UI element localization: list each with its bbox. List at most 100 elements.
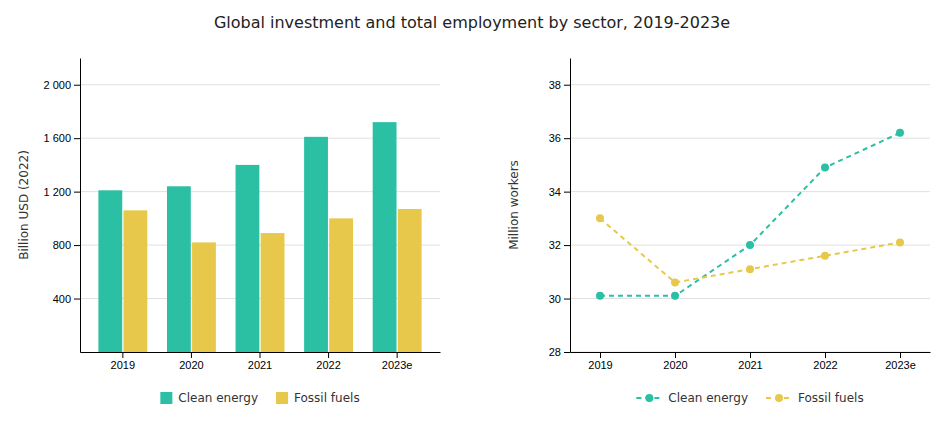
- panel: 28303234363820192020202120222023eMillion…: [507, 59, 931, 406]
- tick-label: 2019: [588, 359, 612, 371]
- tick-mark: [74, 85, 80, 86]
- legend-label: Fossil fuels: [294, 391, 360, 405]
- tick: 2022: [813, 352, 837, 371]
- grid-line: [80, 84, 440, 85]
- point: [596, 214, 604, 222]
- tick-label: 2021: [738, 359, 762, 371]
- tick: 2 000: [43, 79, 80, 91]
- tick-label: 36: [549, 132, 561, 144]
- tick-label: 30: [549, 293, 561, 305]
- figure: Global investment and total employment b…: [0, 0, 944, 447]
- bar: [329, 218, 353, 352]
- y-axis: 28 30 32 34 36 38: [549, 59, 571, 359]
- legend: Clean energy Fossil fuels: [160, 391, 359, 405]
- point: [821, 252, 829, 260]
- tick: 2021: [248, 352, 272, 371]
- point: [746, 241, 754, 249]
- tick: 2022: [316, 352, 340, 371]
- tick: 1 200: [43, 186, 80, 198]
- tick: 38: [549, 79, 570, 91]
- tick-mark: [74, 138, 80, 139]
- tick-mark: [900, 352, 901, 358]
- legend-label: Clean energy: [178, 391, 258, 405]
- point: [896, 129, 904, 137]
- tick-label: 38: [549, 79, 561, 91]
- tick-label: 2022: [316, 359, 340, 371]
- tick: 800: [53, 239, 80, 251]
- grid-line: [570, 138, 930, 139]
- bar-series: [123, 209, 421, 352]
- tick-label: 2019: [111, 359, 135, 371]
- legend-swatch: [276, 392, 288, 404]
- bar: [98, 190, 122, 352]
- legend: Clean energy Fossil fuels: [636, 391, 863, 405]
- tick-mark: [74, 299, 80, 300]
- legend-swatch: [160, 392, 172, 404]
- tick-mark: [564, 85, 570, 86]
- tick-mark: [750, 352, 751, 358]
- grid-line: [570, 84, 930, 85]
- axis-line: [570, 59, 571, 353]
- line: [600, 133, 900, 296]
- point: [596, 292, 604, 300]
- grid: [570, 85, 930, 352]
- tick-mark: [825, 352, 826, 358]
- tick-mark: [564, 192, 570, 193]
- tick: 2019: [111, 352, 135, 371]
- plot-area: [98, 122, 421, 352]
- tick-mark: [260, 352, 261, 358]
- bar: [398, 209, 422, 352]
- tick-mark: [74, 245, 80, 246]
- bar: [304, 137, 328, 352]
- tick-mark: [564, 352, 570, 353]
- panel: 400 800 1 200 1 600 2 000 2019 2020 2021 2022 202…: [17, 59, 441, 406]
- grid-line: [570, 298, 930, 299]
- x-axis: 2019 2020 2021 2022 2023e: [81, 352, 441, 371]
- legend-label: Clean energy: [668, 391, 748, 405]
- tick: 36: [549, 132, 570, 144]
- legend-item: Clean energy: [160, 391, 258, 405]
- tick-mark: [600, 352, 601, 358]
- tick: 32: [549, 239, 570, 251]
- tick-label: 2023e: [382, 359, 413, 371]
- line-series: [596, 129, 904, 300]
- tick: 34: [549, 186, 570, 198]
- point: [671, 279, 679, 287]
- tick-mark: [328, 352, 329, 358]
- legend-item: Fossil fuels: [276, 391, 360, 405]
- title: Global investment and total employment b…: [214, 13, 730, 32]
- point: [896, 238, 904, 246]
- bar: [261, 233, 285, 352]
- tick: 1 600: [43, 132, 80, 144]
- tick-label: 400: [53, 293, 71, 305]
- tick-mark: [564, 299, 570, 300]
- grid-line: [570, 191, 930, 192]
- plot-area: [596, 129, 904, 300]
- point: [821, 164, 829, 172]
- legend-label: Fossil fuels: [798, 391, 864, 405]
- line-series: [596, 214, 904, 286]
- tick-label: 2020: [663, 359, 687, 371]
- legend-item: Fossil fuels: [766, 391, 864, 405]
- tick-mark: [675, 352, 676, 358]
- bar: [123, 210, 147, 352]
- tick-label: 2020: [179, 359, 203, 371]
- tick-label: 2023e: [885, 359, 916, 371]
- bar: [167, 186, 191, 352]
- tick-label: 800: [53, 239, 71, 251]
- tick-mark: [564, 245, 570, 246]
- tick: 2020: [663, 352, 687, 371]
- tick: 28: [549, 346, 570, 358]
- tick-mark: [74, 192, 80, 193]
- y-axis-label: Billion USD (2022): [17, 150, 31, 260]
- point: [671, 292, 679, 300]
- axis-line: [80, 59, 81, 353]
- tick-mark: [564, 138, 570, 139]
- bar: [373, 122, 397, 352]
- tick-label: 32: [549, 239, 561, 251]
- y-axis: 400 800 1 200 1 600 2 000: [43, 59, 80, 353]
- tick: 400: [53, 293, 80, 305]
- legend-marker: [645, 394, 653, 402]
- point: [746, 265, 754, 273]
- tick: 2019: [588, 352, 612, 371]
